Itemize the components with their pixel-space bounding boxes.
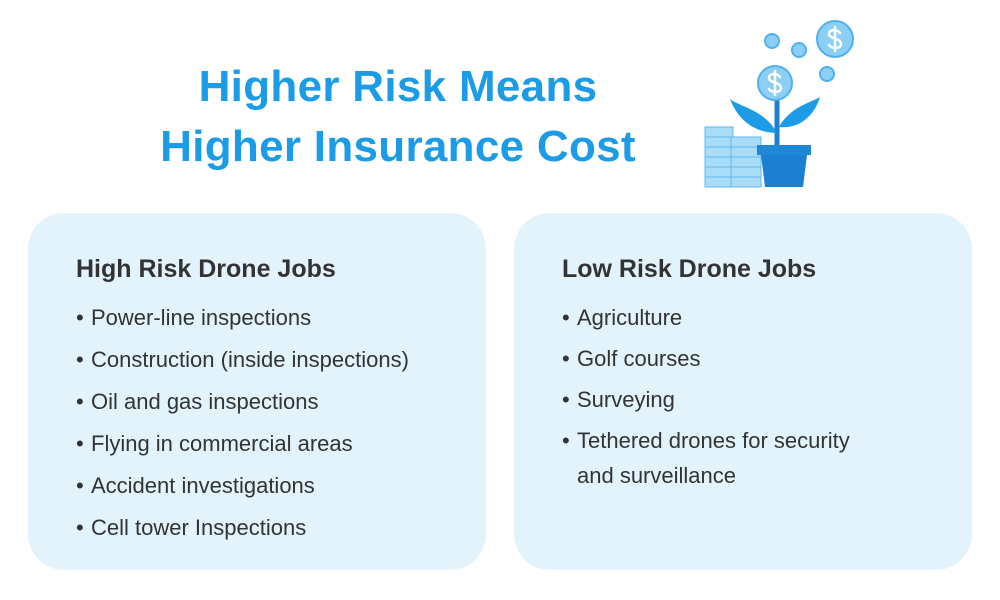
card-heading: High Risk Drone Jobs: [76, 255, 336, 283]
list-item: Surveying: [562, 382, 872, 417]
money-plant-icon: [704, 20, 854, 188]
list-item: Oil and gas inspections: [76, 384, 409, 420]
card: High Risk Drone Jobs Power-line inspecti…: [28, 213, 486, 570]
list-item: Power-line inspections: [76, 300, 409, 336]
item-list: Agriculture Golf courses Surveying Tethered…: [562, 300, 872, 499]
card-heading: Low Risk Drone Jobs: [562, 255, 817, 283]
list-item: Agriculture: [562, 300, 872, 335]
list-item: Tethered drones for security and surveil…: [562, 423, 872, 493]
list-item: Cell tower Inspections: [76, 510, 409, 546]
list-item: Construction (inside inspections): [76, 342, 409, 378]
list-item: Flying in commercial areas: [76, 426, 409, 462]
card: Low Risk Drone Jobs Agriculture Golf cour…: [514, 213, 972, 570]
list-item: Golf courses: [562, 341, 872, 376]
item-list: Power-line inspections Construction (insi…: [76, 300, 409, 552]
title-line: Higher Risk Means: [198, 62, 598, 111]
list-item: Accident investigations: [76, 468, 409, 504]
title-line: Higher Insurance Cost: [160, 122, 636, 171]
